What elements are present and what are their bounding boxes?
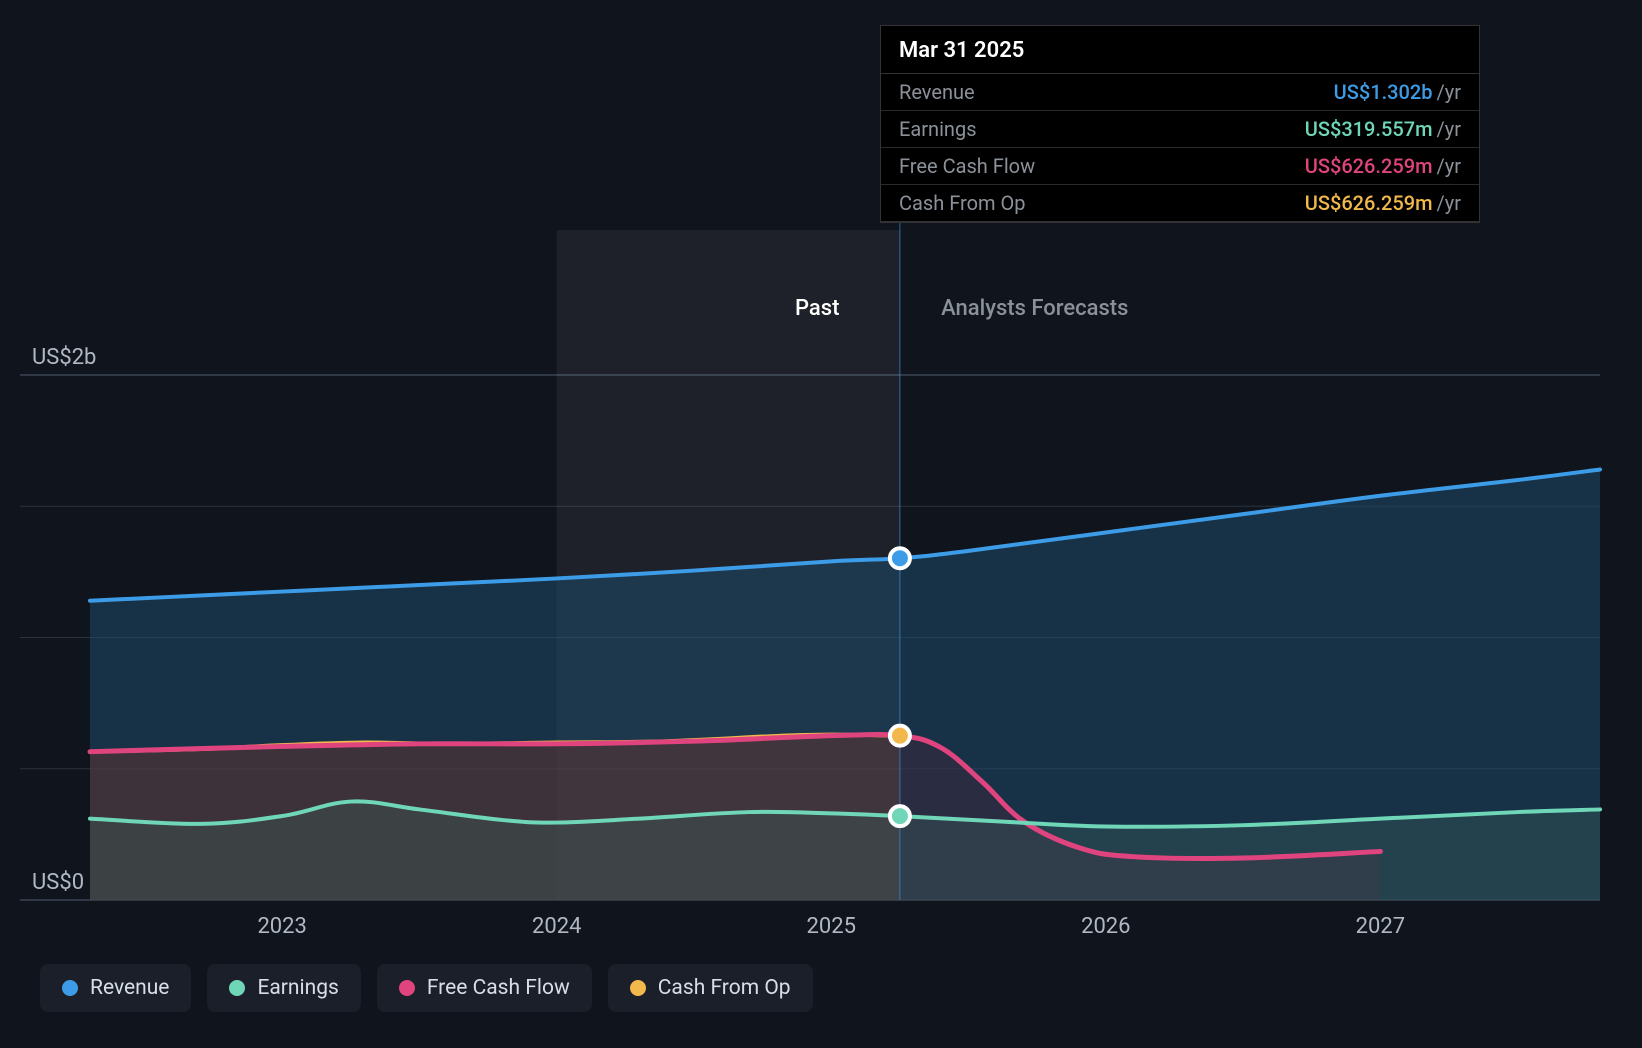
legend-item-free-cash-flow[interactable]: Free Cash Flow [377, 964, 592, 1012]
tooltip-metric-label: Revenue [899, 80, 975, 104]
tooltip-metric-value: US$626.259m/yr [1305, 154, 1461, 178]
tooltip-metric-label: Free Cash Flow [899, 154, 1035, 178]
x-axis-label: 2026 [1081, 914, 1130, 939]
legend-item-cash-from-op[interactable]: Cash From Op [608, 964, 813, 1012]
forecast-label: Analysts Forecasts [941, 296, 1128, 321]
legend-label: Earnings [257, 976, 338, 1000]
legend: Revenue Earnings Free Cash Flow Cash From O… [40, 964, 813, 1012]
legend-dot-icon [229, 980, 245, 996]
legend-item-revenue[interactable]: Revenue [40, 964, 191, 1012]
financial-chart: US$0 US$2b 2023 2024 2025 2026 2027 Past Analy… [0, 0, 1642, 1048]
tooltip-row: Revenue US$1.302b/yr [881, 74, 1479, 111]
legend-dot-icon [630, 980, 646, 996]
past-label: Past [795, 296, 839, 321]
tooltip-metric-label: Cash From Op [899, 191, 1025, 215]
x-axis-label: 2027 [1356, 914, 1405, 939]
tooltip-metric-label: Earnings [899, 117, 977, 141]
legend-label: Free Cash Flow [427, 976, 570, 1000]
tooltip-metric-value: US$1.302b/yr [1334, 80, 1461, 104]
x-axis-label: 2023 [257, 914, 306, 939]
legend-label: Cash From Op [658, 976, 791, 1000]
hover-tooltip: Mar 31 2025 Revenue US$1.302b/yr Earnings U… [880, 25, 1480, 223]
legend-dot-icon [399, 980, 415, 996]
legend-dot-icon [62, 980, 78, 996]
y-axis-label: US$2b [32, 345, 96, 370]
x-axis-label: 2025 [807, 914, 856, 939]
legend-item-earnings[interactable]: Earnings [207, 964, 360, 1012]
tooltip-date: Mar 31 2025 [881, 26, 1479, 74]
tooltip-metric-value: US$626.259m/yr [1305, 191, 1461, 215]
legend-label: Revenue [90, 976, 169, 1000]
tooltip-metric-value: US$319.557m/yr [1305, 117, 1461, 141]
tooltip-row: Cash From Op US$626.259m/yr [881, 185, 1479, 222]
x-axis-label: 2024 [532, 914, 581, 939]
tooltip-row: Earnings US$319.557m/yr [881, 111, 1479, 148]
tooltip-row: Free Cash Flow US$626.259m/yr [881, 148, 1479, 185]
y-axis-label: US$0 [32, 870, 84, 895]
